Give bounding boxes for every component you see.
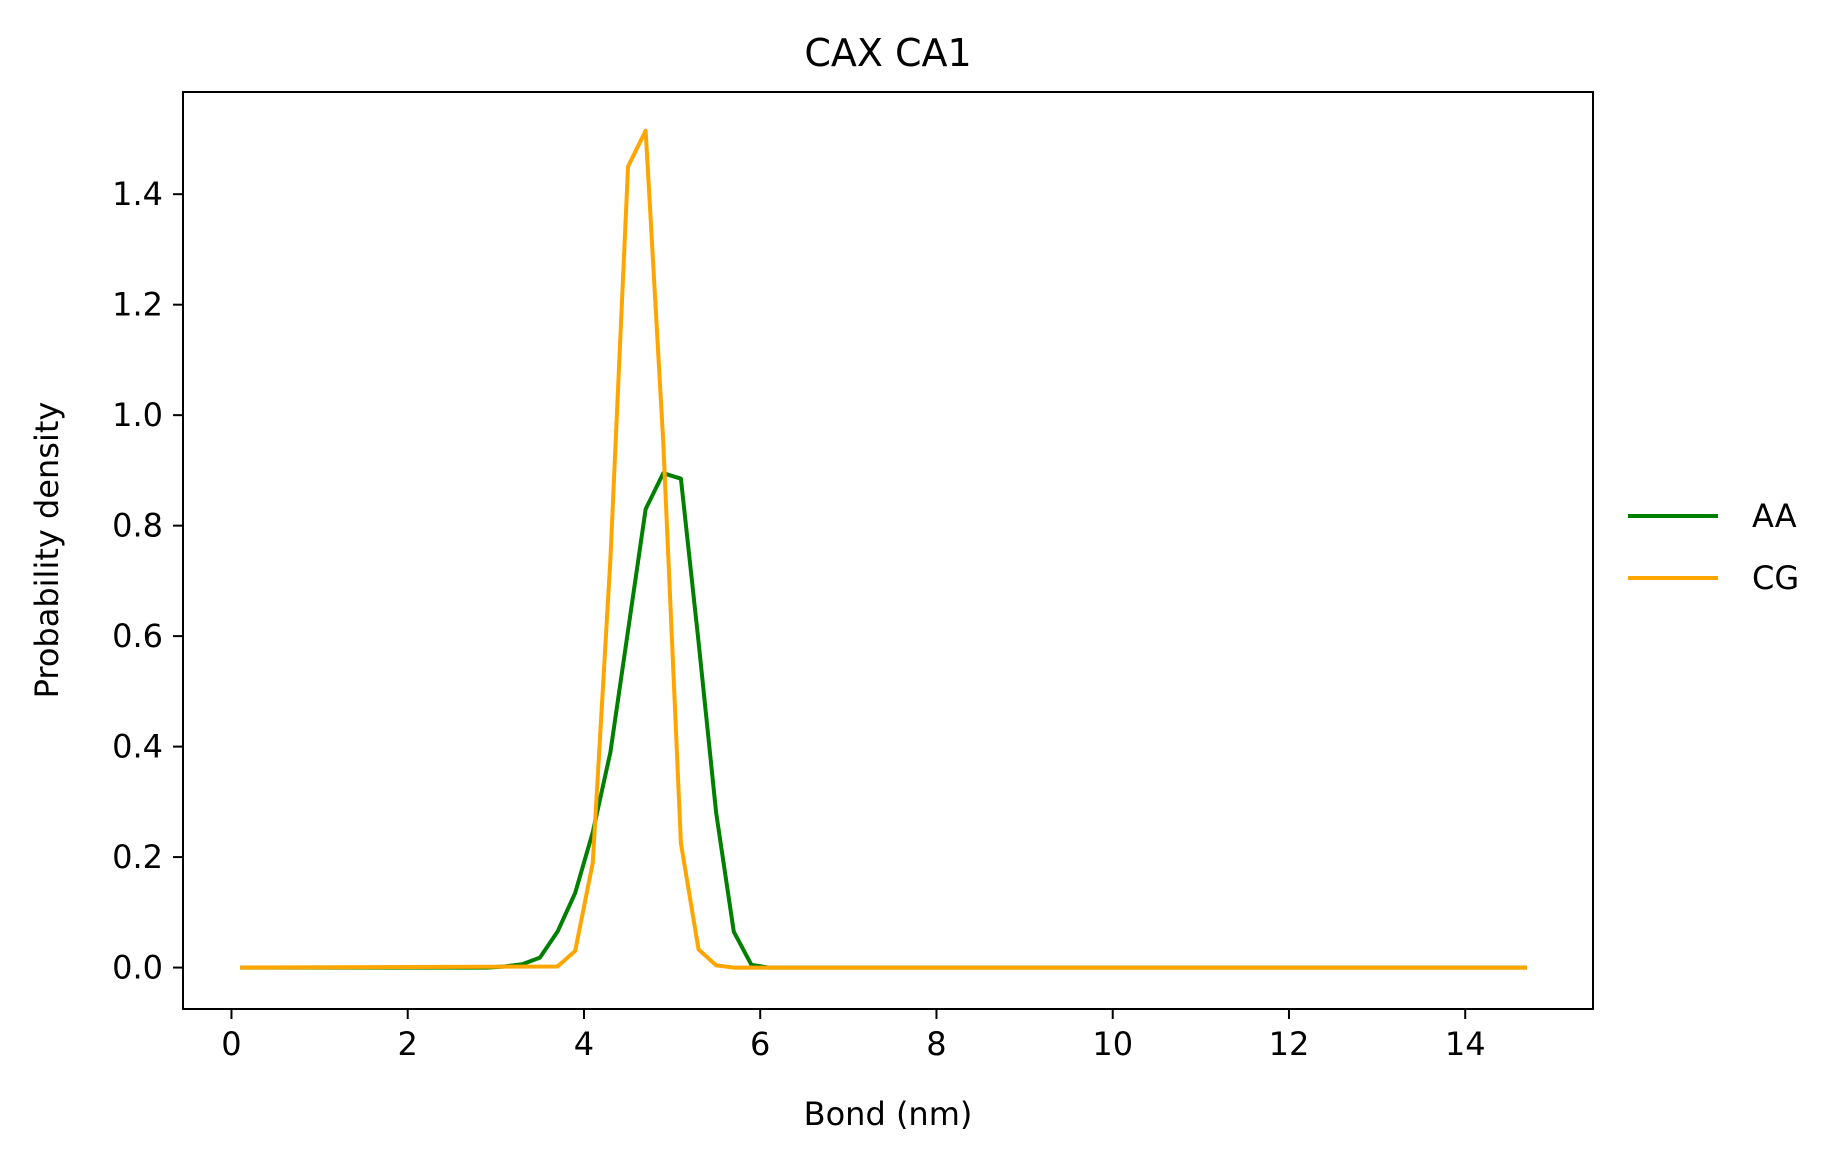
y-tick-label: 0.6 — [112, 617, 163, 655]
y-tick-label: 0.4 — [112, 728, 163, 766]
y-tick-label: 1.2 — [112, 286, 163, 324]
y-tick-label: 1.4 — [112, 175, 163, 213]
x-axis: 0 2 4 6 8 10 12 14 — [221, 1009, 1486, 1063]
y-tick-label: 0.0 — [112, 949, 163, 987]
chart-title: CAX CA1 — [804, 31, 971, 75]
legend-label-cg: CG — [1752, 559, 1799, 597]
plot-area-frame — [182, 91, 1594, 1010]
y-tick-label: 0.8 — [112, 507, 163, 545]
y-tick-label: 0.2 — [112, 838, 163, 876]
x-tick-label: 6 — [750, 1025, 770, 1063]
x-tick-label: 10 — [1092, 1025, 1133, 1063]
y-tick-label: 1.0 — [112, 396, 163, 434]
legend-label-aa: AA — [1752, 497, 1797, 535]
x-tick-label: 12 — [1269, 1025, 1310, 1063]
x-tick-label: 4 — [574, 1025, 594, 1063]
y-axis-label: Probability density — [28, 402, 66, 699]
x-tick-label: 2 — [398, 1025, 418, 1063]
series-line-aa — [240, 471, 1527, 970]
x-axis-label: Bond (nm) — [804, 1095, 973, 1133]
y-axis: 0.0 0.2 0.4 0.6 0.8 1.0 1.2 1.4 — [112, 175, 183, 987]
series-line-cg — [240, 128, 1527, 970]
series-lines — [240, 128, 1527, 970]
x-tick-label: 8 — [926, 1025, 946, 1063]
x-tick-label: 0 — [221, 1025, 241, 1063]
x-tick-label: 14 — [1445, 1025, 1486, 1063]
legend: AA CG — [1628, 497, 1799, 597]
